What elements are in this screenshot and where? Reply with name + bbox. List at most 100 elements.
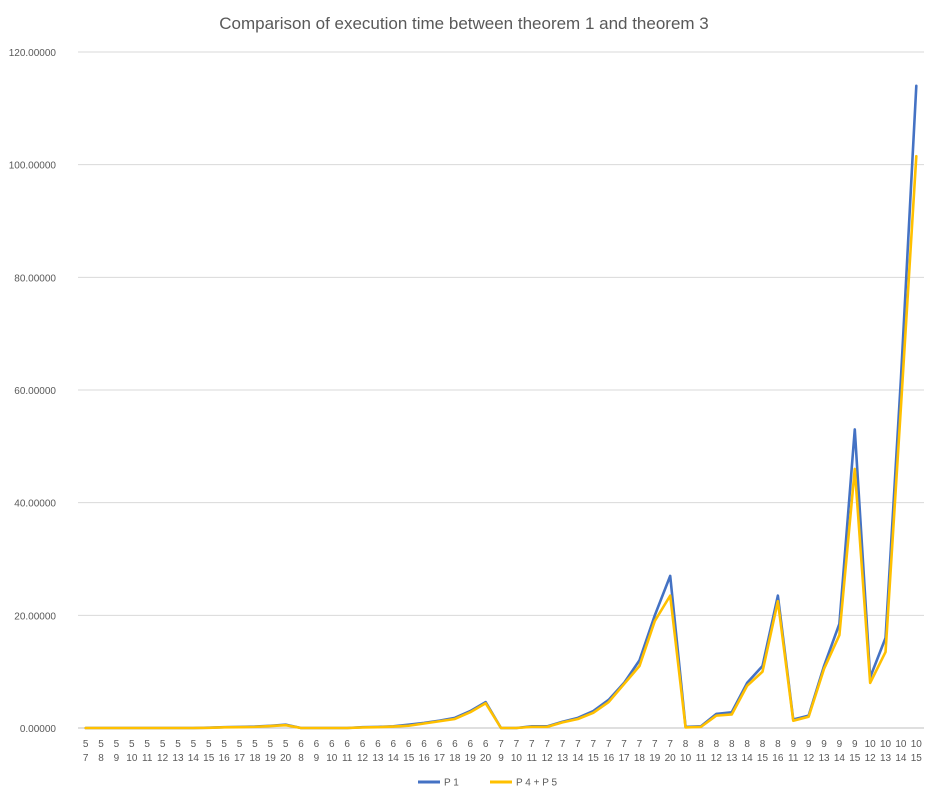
x-tick-label-bottom: 11 <box>142 753 153 764</box>
y-tick-label: 80.00000 <box>14 273 56 284</box>
x-tick-label-top: 6 <box>406 739 412 750</box>
x-tick-label-top: 8 <box>698 739 704 750</box>
x-tick-label-bottom: 14 <box>895 753 907 764</box>
x-tick-label-top: 8 <box>775 739 781 750</box>
x-tick-label-top: 6 <box>391 739 397 750</box>
x-tick-label-top: 5 <box>237 739 243 750</box>
x-tick-label-top: 5 <box>206 739 212 750</box>
x-tick-label-bottom: 20 <box>280 753 292 764</box>
x-tick-label-top: 10 <box>911 739 923 750</box>
x-tick-label-top: 5 <box>160 739 166 750</box>
x-tick-label-top: 5 <box>129 739 135 750</box>
x-tick-label-bottom: 13 <box>818 753 830 764</box>
x-tick-label-top: 5 <box>252 739 258 750</box>
x-tick-label-bottom: 9 <box>114 753 120 764</box>
y-tick-label: 100.00000 <box>9 161 57 172</box>
legend-label-p1: P 1 <box>444 778 459 789</box>
x-tick-label-top: 5 <box>114 739 120 750</box>
x-tick-label-bottom: 18 <box>249 753 261 764</box>
x-tick-label-top: 5 <box>267 739 273 750</box>
x-tick-label-bottom: 10 <box>680 753 692 764</box>
x-tick-label-bottom: 13 <box>726 753 738 764</box>
x-tick-label-bottom: 14 <box>834 753 846 764</box>
x-tick-label-top: 8 <box>714 739 720 750</box>
x-tick-label-bottom: 13 <box>880 753 892 764</box>
x-tick-label-top: 5 <box>144 739 150 750</box>
x-tick-label-bottom: 16 <box>419 753 431 764</box>
x-tick-label-bottom: 7 <box>83 753 89 764</box>
x-tick-label-top: 6 <box>360 739 366 750</box>
x-tick-label-bottom: 19 <box>649 753 661 764</box>
x-tick-label-top: 7 <box>667 739 673 750</box>
x-tick-label-bottom: 11 <box>527 753 538 764</box>
x-tick-label-bottom: 12 <box>157 753 169 764</box>
x-tick-label-bottom: 15 <box>849 753 861 764</box>
x-tick-label-bottom: 14 <box>572 753 584 764</box>
x-tick-label-top: 7 <box>560 739 566 750</box>
x-tick-label-top: 9 <box>790 739 796 750</box>
y-tick-label: 0.00000 <box>20 724 57 735</box>
x-tick-label-top: 8 <box>683 739 689 750</box>
x-tick-label-top: 9 <box>852 739 858 750</box>
x-tick-label-top: 7 <box>591 739 597 750</box>
x-tick-label-top: 5 <box>83 739 89 750</box>
x-tick-label-bottom: 15 <box>588 753 600 764</box>
x-tick-label-top: 7 <box>514 739 520 750</box>
x-tick-label-top: 6 <box>452 739 458 750</box>
x-tick-label-top: 7 <box>575 739 581 750</box>
x-tick-label-top: 6 <box>314 739 320 750</box>
x-tick-label-bottom: 16 <box>219 753 231 764</box>
x-tick-label-bottom: 8 <box>298 753 304 764</box>
x-tick-label-bottom: 15 <box>757 753 769 764</box>
x-tick-label-top: 7 <box>652 739 658 750</box>
x-tick-label-top: 6 <box>483 739 489 750</box>
x-tick-label-bottom: 15 <box>403 753 415 764</box>
x-tick-label-top: 8 <box>729 739 735 750</box>
x-tick-label-top: 5 <box>221 739 227 750</box>
x-tick-label-top: 6 <box>421 739 427 750</box>
x-tick-label-top: 7 <box>544 739 550 750</box>
y-tick-label: 120.00000 <box>9 48 57 59</box>
x-tick-label-bottom: 16 <box>772 753 784 764</box>
x-tick-label-bottom: 11 <box>696 753 707 764</box>
x-tick-label-bottom: 13 <box>172 753 184 764</box>
x-tick-label-top: 7 <box>529 739 535 750</box>
x-tick-label-top: 8 <box>744 739 750 750</box>
x-tick-label-top: 5 <box>98 739 104 750</box>
x-tick-label-bottom: 11 <box>788 753 799 764</box>
x-tick-label-top: 5 <box>283 739 289 750</box>
x-tick-label-bottom: 11 <box>342 753 353 764</box>
series-line-p1 <box>84 84 918 730</box>
x-tick-label-top: 10 <box>865 739 877 750</box>
legend-label-p4-p5: P 4 + P 5 <box>516 778 557 789</box>
x-tick-label-top: 9 <box>837 739 843 750</box>
x-tick-label-top: 9 <box>821 739 827 750</box>
x-tick-label-bottom: 14 <box>188 753 200 764</box>
x-tick-label-bottom: 9 <box>498 753 504 764</box>
x-tick-label-top: 6 <box>329 739 335 750</box>
x-tick-label-bottom: 14 <box>388 753 400 764</box>
x-tick-label-bottom: 12 <box>865 753 877 764</box>
x-tick-label-bottom: 14 <box>742 753 754 764</box>
x-tick-label-top: 7 <box>606 739 612 750</box>
x-tick-label-bottom: 19 <box>265 753 277 764</box>
x-tick-label-bottom: 18 <box>634 753 646 764</box>
x-tick-label-bottom: 15 <box>203 753 215 764</box>
x-tick-label-top: 6 <box>437 739 443 750</box>
x-tick-label-bottom: 17 <box>618 753 630 764</box>
x-tick-label-top: 9 <box>806 739 812 750</box>
x-tick-label-top: 6 <box>375 739 381 750</box>
x-tick-label-top: 5 <box>175 739 181 750</box>
x-tick-label-bottom: 9 <box>314 753 320 764</box>
x-tick-label-bottom: 13 <box>372 753 384 764</box>
x-tick-label-bottom: 12 <box>803 753 815 764</box>
x-tick-label-top: 6 <box>298 739 304 750</box>
x-tick-label-bottom: 18 <box>449 753 461 764</box>
x-tick-label-top: 6 <box>344 739 350 750</box>
x-tick-label-top: 6 <box>467 739 473 750</box>
x-tick-label-top: 7 <box>637 739 643 750</box>
x-tick-label-top: 7 <box>621 739 627 750</box>
x-tick-label-top: 7 <box>498 739 504 750</box>
